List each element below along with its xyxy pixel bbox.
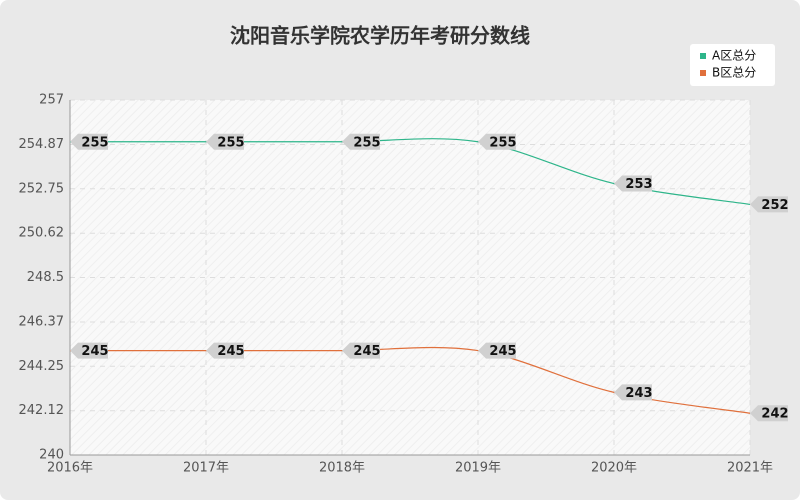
data-label: 252 [761, 198, 788, 213]
label-tag [750, 405, 788, 422]
data-label: 245 [489, 344, 516, 359]
y-tick-label: 244.25 [19, 359, 65, 374]
legend-marker [700, 53, 706, 59]
legend-marker [700, 70, 706, 76]
label-tag [342, 342, 380, 359]
chart-title: 沈阳音乐学院农学历年考研分数线 [230, 24, 530, 48]
x-tick-label: 2020年 [591, 461, 637, 476]
data-label: 255 [81, 135, 108, 150]
y-tick-label: 257 [39, 93, 64, 108]
label-tag [478, 342, 516, 359]
data-label: 245 [217, 344, 244, 359]
data-label: 245 [353, 344, 380, 359]
label-tag [70, 342, 108, 359]
label-tag [342, 133, 380, 150]
data-label: 253 [625, 177, 652, 192]
y-tick-label: 252.75 [19, 181, 65, 196]
x-tick-label: 2019年 [455, 461, 501, 476]
y-tick-label: 248.5 [27, 270, 64, 285]
data-label: 255 [489, 135, 516, 150]
label-tag [614, 384, 652, 401]
y-tick-label: 240 [39, 448, 64, 463]
label-tag [206, 342, 244, 359]
label-tag [206, 133, 244, 150]
label-tag [614, 175, 652, 192]
legend-label: B区总分 [712, 66, 756, 80]
label-tag [478, 133, 516, 150]
y-tick-label: 254.87 [19, 137, 65, 152]
y-tick-label: 246.37 [19, 314, 65, 329]
y-tick-label: 250.62 [19, 226, 65, 241]
label-tag [750, 196, 788, 213]
x-tick-label: 2016年 [47, 461, 93, 476]
x-tick-label: 2017年 [183, 461, 229, 476]
data-label: 243 [625, 386, 652, 401]
data-label: 255 [353, 135, 380, 150]
data-label: 242 [761, 407, 788, 422]
label-tag [70, 133, 108, 150]
data-label: 245 [81, 344, 108, 359]
y-tick-label: 242.12 [19, 403, 65, 418]
legend-label: A区总分 [712, 49, 756, 63]
x-tick-label: 2018年 [319, 461, 365, 476]
data-label: 255 [217, 135, 244, 150]
legend-box [690, 44, 775, 86]
x-tick-label: 2021年 [727, 461, 773, 476]
